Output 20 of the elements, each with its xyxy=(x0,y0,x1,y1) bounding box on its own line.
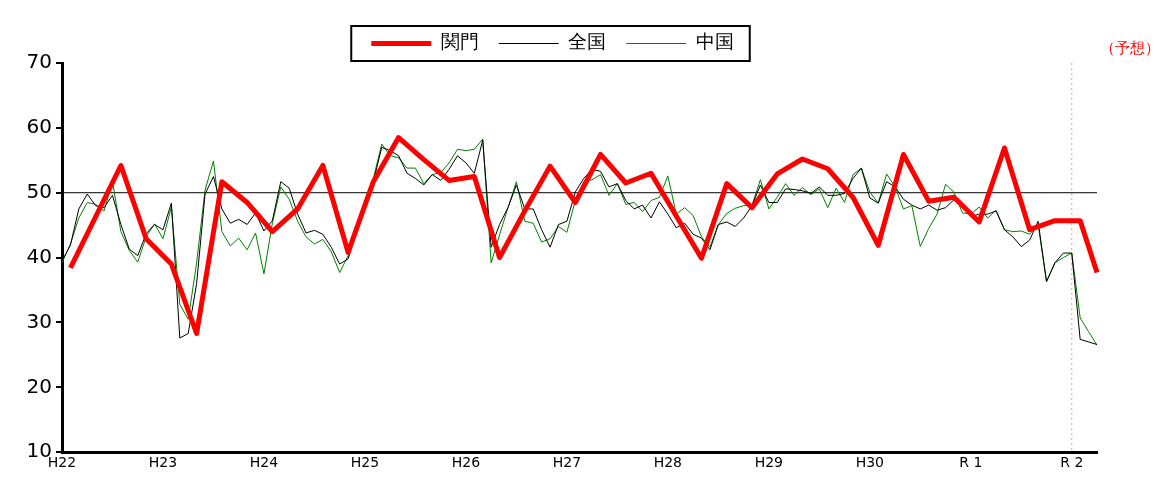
legend-label: 関門 xyxy=(440,30,479,53)
x-tick-label: R 2 xyxy=(1060,454,1084,471)
y-tick-label: 30 xyxy=(26,308,52,333)
x-tick-label: H24 xyxy=(249,454,279,471)
ref-line-label: （予想） xyxy=(1099,39,1160,58)
x-tick-label: R 1 xyxy=(959,454,983,471)
x-tick-label: H30 xyxy=(855,454,884,471)
x-tick-label: H23 xyxy=(148,454,178,471)
legend-label: 中国 xyxy=(695,30,734,53)
x-tick-label: H28 xyxy=(653,454,683,471)
legend-label: 全国 xyxy=(568,30,607,53)
y-tick-label: 20 xyxy=(26,373,52,398)
y-tick-label: 70 xyxy=(26,49,52,74)
y-tick-label: 50 xyxy=(26,178,52,203)
x-tick-label: H25 xyxy=(350,454,380,471)
x-tick-label: H27 xyxy=(552,454,582,471)
x-tick-label: H29 xyxy=(754,454,783,471)
x-tick-label: H26 xyxy=(451,454,481,471)
y-tick-label: 40 xyxy=(26,243,52,268)
y-tick-label: 60 xyxy=(26,114,52,139)
